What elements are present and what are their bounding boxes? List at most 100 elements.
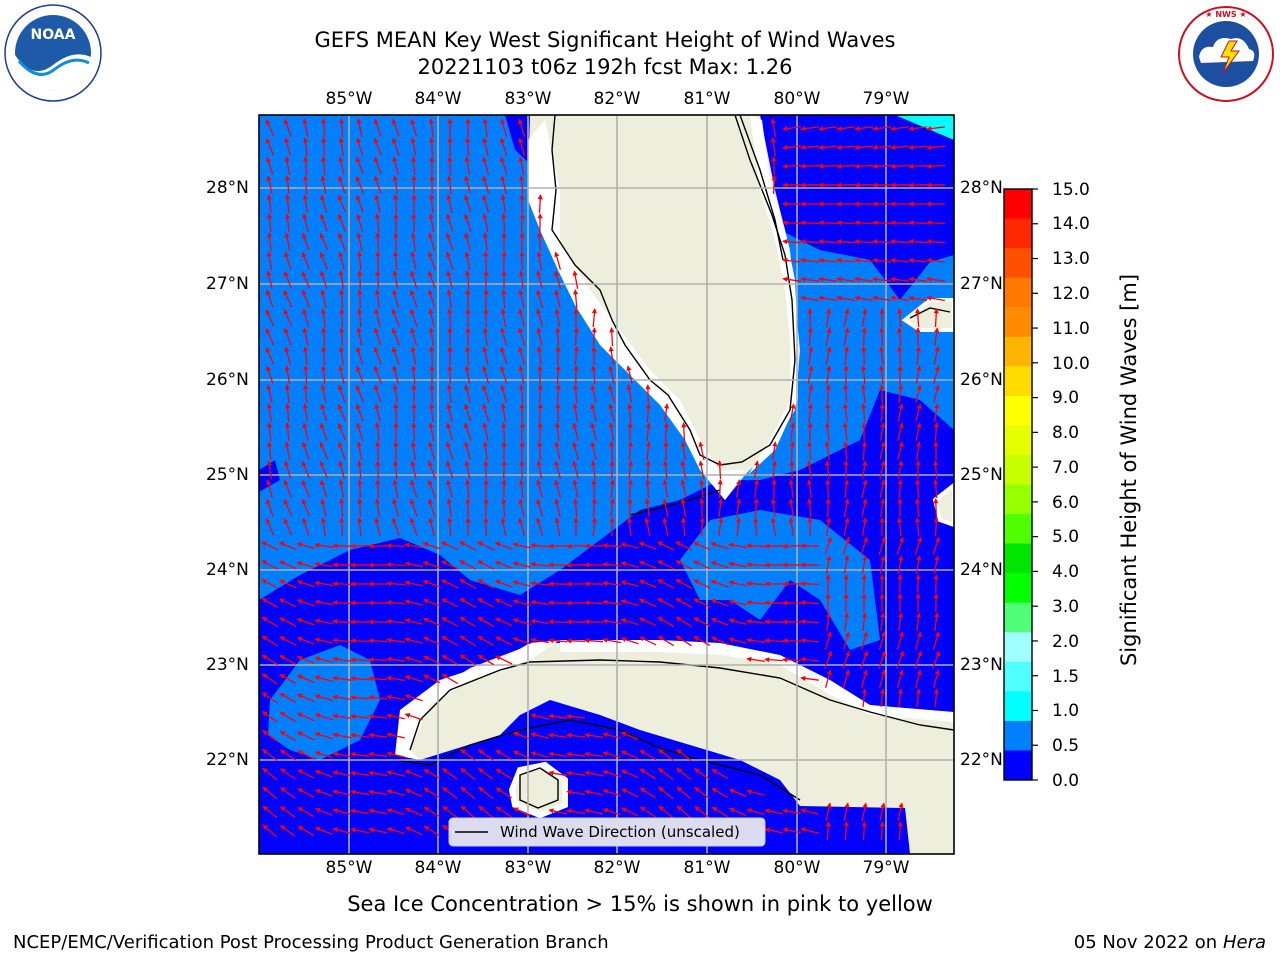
wave-direction-arrow	[350, 732, 369, 739]
wave-direction-arrow	[554, 251, 562, 270]
colorbar-tick-1.5: 1.5	[1052, 667, 1080, 687]
wave-direction-arrow	[518, 175, 525, 195]
wave-direction-arrow	[423, 825, 440, 837]
wave-direction-arrow	[410, 479, 418, 498]
wave-direction-arrow	[500, 384, 507, 403]
wave-direction-arrow	[512, 731, 531, 741]
colorbar-tick-7.0: 7.0	[1052, 458, 1080, 478]
wave-direction-arrow	[842, 650, 851, 669]
wave-direction-arrow	[320, 194, 328, 213]
wave-direction-arrow	[321, 346, 327, 366]
wave-direction-arrow	[639, 617, 657, 627]
wave-direction-arrow	[320, 403, 328, 422]
wave-direction-arrow	[459, 560, 477, 570]
wave-direction-arrow	[693, 541, 711, 551]
wave-direction-arrow	[782, 239, 802, 245]
wave-direction-arrow	[554, 441, 561, 460]
wave-direction-arrow	[897, 688, 904, 707]
wave-direction-arrow	[261, 541, 279, 551]
wave-direction-arrow	[512, 750, 531, 760]
wave-direction-arrow	[771, 156, 777, 176]
wave-direction-arrow	[718, 517, 724, 536]
wave-direction-arrow	[447, 308, 453, 328]
wave-direction-arrow	[374, 118, 382, 137]
wave-direction-arrow	[518, 289, 525, 308]
wave-direction-arrow	[698, 479, 705, 498]
wave-direction-arrow	[332, 656, 351, 663]
wave-direction-arrow	[338, 270, 345, 290]
wave-direction-arrow	[915, 574, 921, 594]
wave-direction-arrow	[464, 232, 472, 251]
wave-direction-arrow	[302, 118, 309, 137]
wave-direction-arrow	[512, 580, 531, 587]
wave-direction-arrow	[465, 346, 471, 366]
graticule	[259, 115, 954, 854]
wave-direction-arrow	[764, 657, 784, 663]
wave-direction-arrow	[319, 213, 328, 232]
wave-direction-arrow	[494, 560, 513, 569]
wave-direction-arrow	[428, 308, 435, 327]
wave-direction-arrow	[771, 175, 777, 195]
wave-direction-arrow	[658, 767, 674, 781]
wave-direction-arrow	[914, 498, 921, 518]
wave-direction-arrow	[519, 213, 525, 233]
wave-direction-arrow	[693, 636, 711, 646]
wave-direction-arrow	[302, 346, 309, 365]
wave-direction-arrow	[626, 517, 633, 537]
wave-direction-arrow	[482, 403, 490, 422]
wave-direction-arrow	[266, 441, 273, 461]
wave-direction-arrow	[442, 787, 458, 799]
wave-direction-arrow	[464, 270, 471, 290]
wave-direction-arrow	[404, 788, 423, 798]
lat-label-left-26: 26°N	[206, 370, 249, 390]
wave-direction-arrow	[572, 270, 579, 289]
wave-direction-arrow	[422, 617, 441, 627]
wave-direction-arrow	[698, 441, 705, 460]
wave-direction-arrow	[374, 308, 381, 327]
wave-direction-arrow	[296, 561, 315, 569]
wave-direction-arrow	[314, 751, 333, 759]
wave-direction-arrow	[518, 270, 525, 289]
wave-direction-arrow	[770, 137, 776, 156]
wave-direction-arrow	[896, 517, 903, 537]
wave-direction-arrow	[391, 517, 400, 536]
wave-direction-arrow	[836, 163, 856, 169]
wave-direction-arrow	[843, 517, 850, 536]
wave-direction-arrow	[676, 767, 692, 781]
colorbar-segment	[1004, 602, 1032, 633]
wave-direction-arrow	[404, 694, 423, 702]
wave-direction-arrow	[338, 346, 344, 365]
wave-direction-arrow	[717, 460, 723, 480]
wave-direction-arrow	[860, 669, 868, 688]
wave-direction-arrow	[445, 232, 454, 251]
wave-band-0-0.5-gulf-east	[259, 460, 280, 492]
wave-direction-arrow	[818, 239, 838, 245]
wave-direction-arrow	[283, 479, 292, 498]
wave-direction-arrow	[693, 560, 711, 570]
wave-direction-arrow	[639, 636, 657, 646]
wave-direction-arrow	[680, 479, 687, 498]
colorbar-segment	[1004, 218, 1032, 249]
wave-direction-arrow	[338, 156, 345, 175]
wave-direction-arrow	[350, 657, 370, 663]
wave-direction-arrow	[428, 498, 436, 517]
colorbar-segment	[1004, 720, 1032, 751]
wave-direction-arrow	[320, 156, 327, 176]
wave-direction-arrow	[501, 251, 507, 271]
wave-direction-arrow	[296, 580, 315, 588]
wave-direction-arrow	[266, 479, 273, 498]
wave-direction-arrow	[602, 561, 621, 568]
wave-direction-arrow	[357, 479, 363, 499]
wave-direction-arrow	[530, 751, 549, 759]
wave-direction-arrow	[512, 637, 531, 645]
wave-direction-arrow	[897, 612, 904, 631]
wave-direction-arrow	[332, 827, 351, 835]
wave-direction-arrow	[609, 479, 616, 499]
wave-direction-arrow	[824, 650, 833, 669]
wave-direction-arrow	[446, 251, 454, 270]
wave-direction-arrow	[843, 346, 850, 365]
wave-direction-arrow	[375, 270, 381, 290]
wave-direction-arrow	[824, 422, 831, 441]
wave-direction-arrow	[375, 232, 381, 252]
wave-direction-arrow	[409, 517, 418, 536]
